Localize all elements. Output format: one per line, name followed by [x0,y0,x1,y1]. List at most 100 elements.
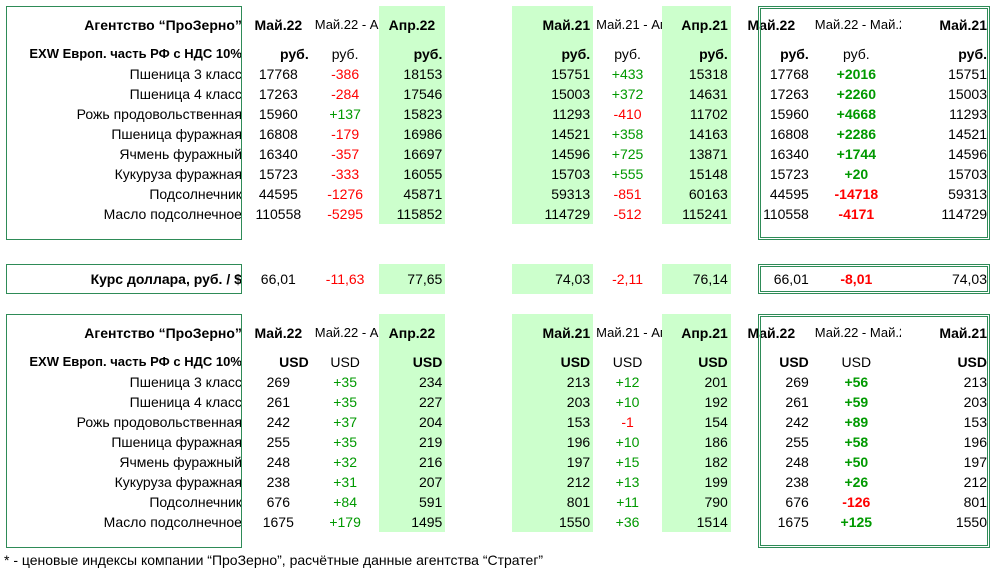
value-cell: 14596 [948,146,987,162]
table-row: Пшеница фуражная 16808 -179 16986 14521 +358 1… [6,124,990,144]
col-header: Май.22 [254,17,303,33]
value-cell [445,392,512,412]
value-cell: 238 [785,474,809,490]
unit-cell [445,44,512,64]
col-header: Май.21 - Апр.21 [596,17,662,32]
value-cell: -179 [331,126,360,142]
value-cell: 201 [661,372,731,392]
unit-cell: руб. [661,44,731,64]
value-cell: 1514 [661,512,731,532]
value-cell: 11293 [512,104,594,124]
value-cell: 248 [266,454,290,470]
unit-row: EXW Европ. часть РФ с НДС 10% USD USD USD US… [6,352,990,372]
commodity-name: Ячмень фуражный [119,146,242,162]
value-cell: 14163 [661,124,731,144]
value-cell: 16808 [258,126,298,142]
col-header: Май.21 [512,314,594,352]
unit-cell: руб. [780,46,809,62]
value-cell: 16340 [769,146,809,162]
fx-rate-table: Курс доллара, руб. / $ 66,01 -11,63 77,65 74… [6,264,990,294]
value-cell: 1675 [777,514,809,530]
value-cell: -386 [331,66,360,82]
value-cell: 591 [378,492,446,512]
unit-cell: руб. [842,46,870,62]
value-cell: 17263 [258,86,298,102]
commodity-name: Ячмень фуражный [119,454,242,470]
table-row: Ячмень фуражный 248 +32 216 197 +15 182 248 +50 1… [6,452,990,472]
value-cell: 203 [963,394,987,410]
value-cell [445,64,512,84]
value-cell: 153 [512,412,594,432]
commodity-name: Кукуруза фуражная [114,166,242,182]
value-cell: +59 [844,394,869,410]
unit-cell: USD [330,354,360,370]
col-header [445,6,512,44]
value-cell: 801 [512,492,594,512]
commodity-name: Подсолнечник [149,494,242,510]
value-cell: 153 [963,414,987,430]
value-cell: 60163 [661,184,731,204]
value-cell: 44595 [769,186,809,202]
value-cell: 11702 [661,104,731,124]
unit-row: EXW Европ. часть РФ с НДС 10% руб. руб. руб… [6,44,990,64]
unit-cell: руб. [614,46,641,62]
value-cell [445,492,512,512]
unit-cell: USD [841,354,872,370]
value-cell: 248 [785,454,809,470]
value-cell: +35 [333,434,357,450]
value-cell [445,512,512,532]
unit-cell: руб. [958,46,987,62]
col-header: Май.22 - Апр.22 [314,325,379,340]
fx-value: 74,03 [512,264,594,294]
value-cell: 14631 [661,84,731,104]
table-row: Рожь продовольственная 242 +37 204 153 -1 154 2… [6,412,990,432]
value-cell: 15703 [948,166,987,182]
value-cell: 15723 [769,166,809,182]
basis-label: EXW Европ. часть РФ с НДС 10% [29,46,242,61]
table-row: Масло подсолнечное 1675 +179 1495 1550 +36 151… [6,512,990,532]
fx-label: Курс доллара, руб. / $ [90,271,242,287]
value-cell: 110558 [255,206,302,222]
value-cell: 15148 [661,164,731,184]
value-cell: 15823 [378,104,446,124]
value-cell: 16340 [258,146,298,162]
value-cell: +12 [615,374,640,390]
col-header: Май.22 [254,325,303,341]
value-cell: +35 [333,374,357,390]
col-header: Май.21 - Апр.21 [596,325,662,340]
value-cell: 182 [661,452,731,472]
unit-cell: USD [612,354,643,370]
table-row: Пшеница 3 класс 269 +35 234 213 +12 201 269 +56 2… [6,372,990,392]
value-cell: 790 [661,492,731,512]
value-cell: -284 [331,86,360,102]
table-row: Пшеница 4 класс 17263 -284 17546 15003 +372 14… [6,84,990,104]
fx-value: -2,11 [612,271,643,287]
value-cell: 18153 [378,64,446,84]
value-cell: +1744 [836,146,876,162]
value-cell [445,372,512,392]
value-cell: 14521 [512,124,594,144]
table-row: Кукуруза фуражная 15723 -333 16055 15703 +555… [6,164,990,184]
usd-price-table: Агентство “ПроЗерно” Май.22 Май.22 - Апр.2… [6,314,990,532]
header-row: Агентство “ПроЗерно” Май.22 Май.22 - Апр.2… [6,314,990,352]
value-cell: 192 [661,392,731,412]
col-header: Май.21 [939,325,987,341]
commodity-name: Пшеница фуражная [111,126,242,142]
value-cell: +37 [333,414,357,430]
table-row: Подсолнечник 676 +84 591 801 +11 790 676 -126 801 [6,492,990,512]
value-cell: 676 [266,494,290,510]
commodity-name: Пшеница 3 класс [129,66,242,82]
value-cell: -4171 [838,206,875,222]
commodity-name: Пшеница 4 класс [129,394,242,410]
value-cell: +433 [611,66,644,82]
value-cell: 1550 [955,514,987,530]
value-cell: 17546 [378,84,446,104]
value-cell: 15751 [948,66,987,82]
value-cell: -5295 [327,206,364,222]
value-cell: +10 [615,394,640,410]
value-cell: 196 [512,432,594,452]
value-cell: +125 [840,514,873,530]
value-cell: -512 [613,206,642,222]
unit-cell: руб. [512,44,594,64]
header-row: Агентство “ПроЗерно” Май.22 Май.22 - Апр.2… [6,6,990,44]
